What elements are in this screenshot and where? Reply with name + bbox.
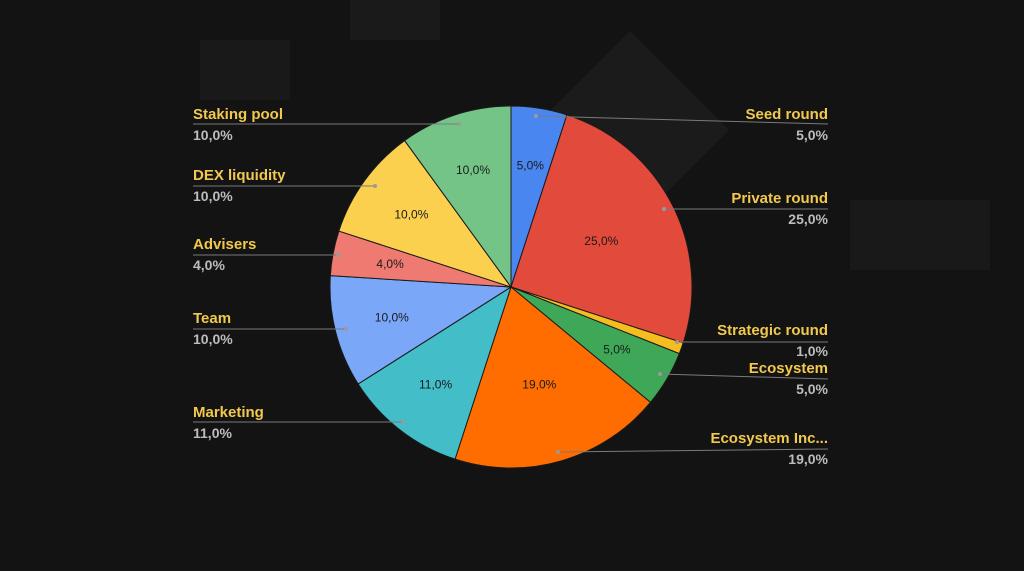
slice-inner-label-marketing: 11,0%: [419, 377, 452, 391]
label-value-team: 10,0%: [193, 331, 233, 347]
slice-inner-label-ecosystem-inc: 19,0%: [522, 377, 556, 391]
slice-inner-label-staking-pool: 10,0%: [456, 163, 490, 177]
leader-lines: [193, 114, 829, 454]
label-value-seed-round: 5,0%: [796, 127, 828, 143]
decor-block-right: [850, 200, 990, 270]
label-name-private-round: Private round: [731, 190, 828, 207]
label-name-ecosystem-inc: Ecosystem Inc...: [710, 430, 828, 447]
decor-block-left: [200, 40, 290, 100]
slice-inner-label-private-round: 25,0%: [584, 234, 618, 248]
leader-dot-marketing: [401, 420, 405, 424]
label-value-strategic-round: 1,0%: [796, 343, 828, 359]
leader-dot-strategic-round: [675, 340, 679, 344]
slice-inner-label-advisers: 4,0%: [376, 257, 404, 271]
leader-dot-ecosystem-inc: [556, 450, 560, 454]
label-name-ecosystem: Ecosystem: [749, 360, 828, 377]
label-name-advisers: Advisers: [193, 236, 256, 253]
label-value-advisers: 4,0%: [193, 257, 225, 273]
slice-dex-liquidity: [338, 139, 513, 288]
label-value-staking-pool: 10,0%: [193, 127, 233, 143]
leader-seed-round: [535, 115, 829, 125]
leader-dot-advisers: [336, 253, 340, 257]
slice-inner-label-dex-liquidity: 10,0%: [394, 208, 428, 222]
label-name-seed-round: Seed round: [745, 106, 828, 123]
label-value-private-round: 25,0%: [788, 211, 828, 227]
pie-slices: [329, 105, 693, 469]
label-value-dex-liquidity: 10,0%: [193, 188, 233, 204]
outer-labels: Seed round 5,0% Private round 25,0% Strategi…: [193, 106, 829, 467]
decor-block-top: [350, 0, 440, 40]
leader-ecosystem-inc: [557, 448, 829, 453]
leader-dot-dex-liquidity: [373, 184, 377, 188]
label-name-marketing: Marketing: [193, 404, 264, 421]
slice-ecosystem-inc: [454, 286, 652, 469]
label-name-strategic-round: Strategic round: [717, 322, 828, 339]
slice-inner-labels: 5,0% 25,0% 5,0% 19,0% 11,0% 10,0% 4,0% 10,0% 10,…: [375, 158, 631, 391]
label-value-ecosystem-inc: 19,0%: [788, 451, 828, 467]
leader-dot-ecosystem: [658, 372, 662, 376]
label-value-marketing: 11,0%: [193, 425, 232, 441]
slice-inner-label-seed-round: 5,0%: [517, 158, 545, 172]
label-name-staking-pool: Staking pool: [193, 106, 283, 123]
slice-inner-label-team: 10,0%: [375, 311, 409, 325]
slice-marketing: [357, 285, 512, 460]
slice-team: [329, 275, 513, 385]
slice-inner-label-ecosystem: 5,0%: [603, 343, 631, 357]
slice-private-round: [510, 114, 693, 344]
leader-dot-private-round: [662, 207, 666, 211]
leader-ecosystem: [659, 373, 829, 380]
label-value-ecosystem: 5,0%: [796, 381, 828, 397]
label-name-team: Team: [193, 310, 231, 327]
label-name-dex-liquidity: DEX liquidity: [193, 167, 286, 184]
leader-dot-seed-round: [534, 114, 538, 118]
leader-dot-team: [344, 327, 348, 331]
slice-staking-pool: [403, 105, 512, 289]
leader-dot-staking-pool: [457, 122, 461, 126]
